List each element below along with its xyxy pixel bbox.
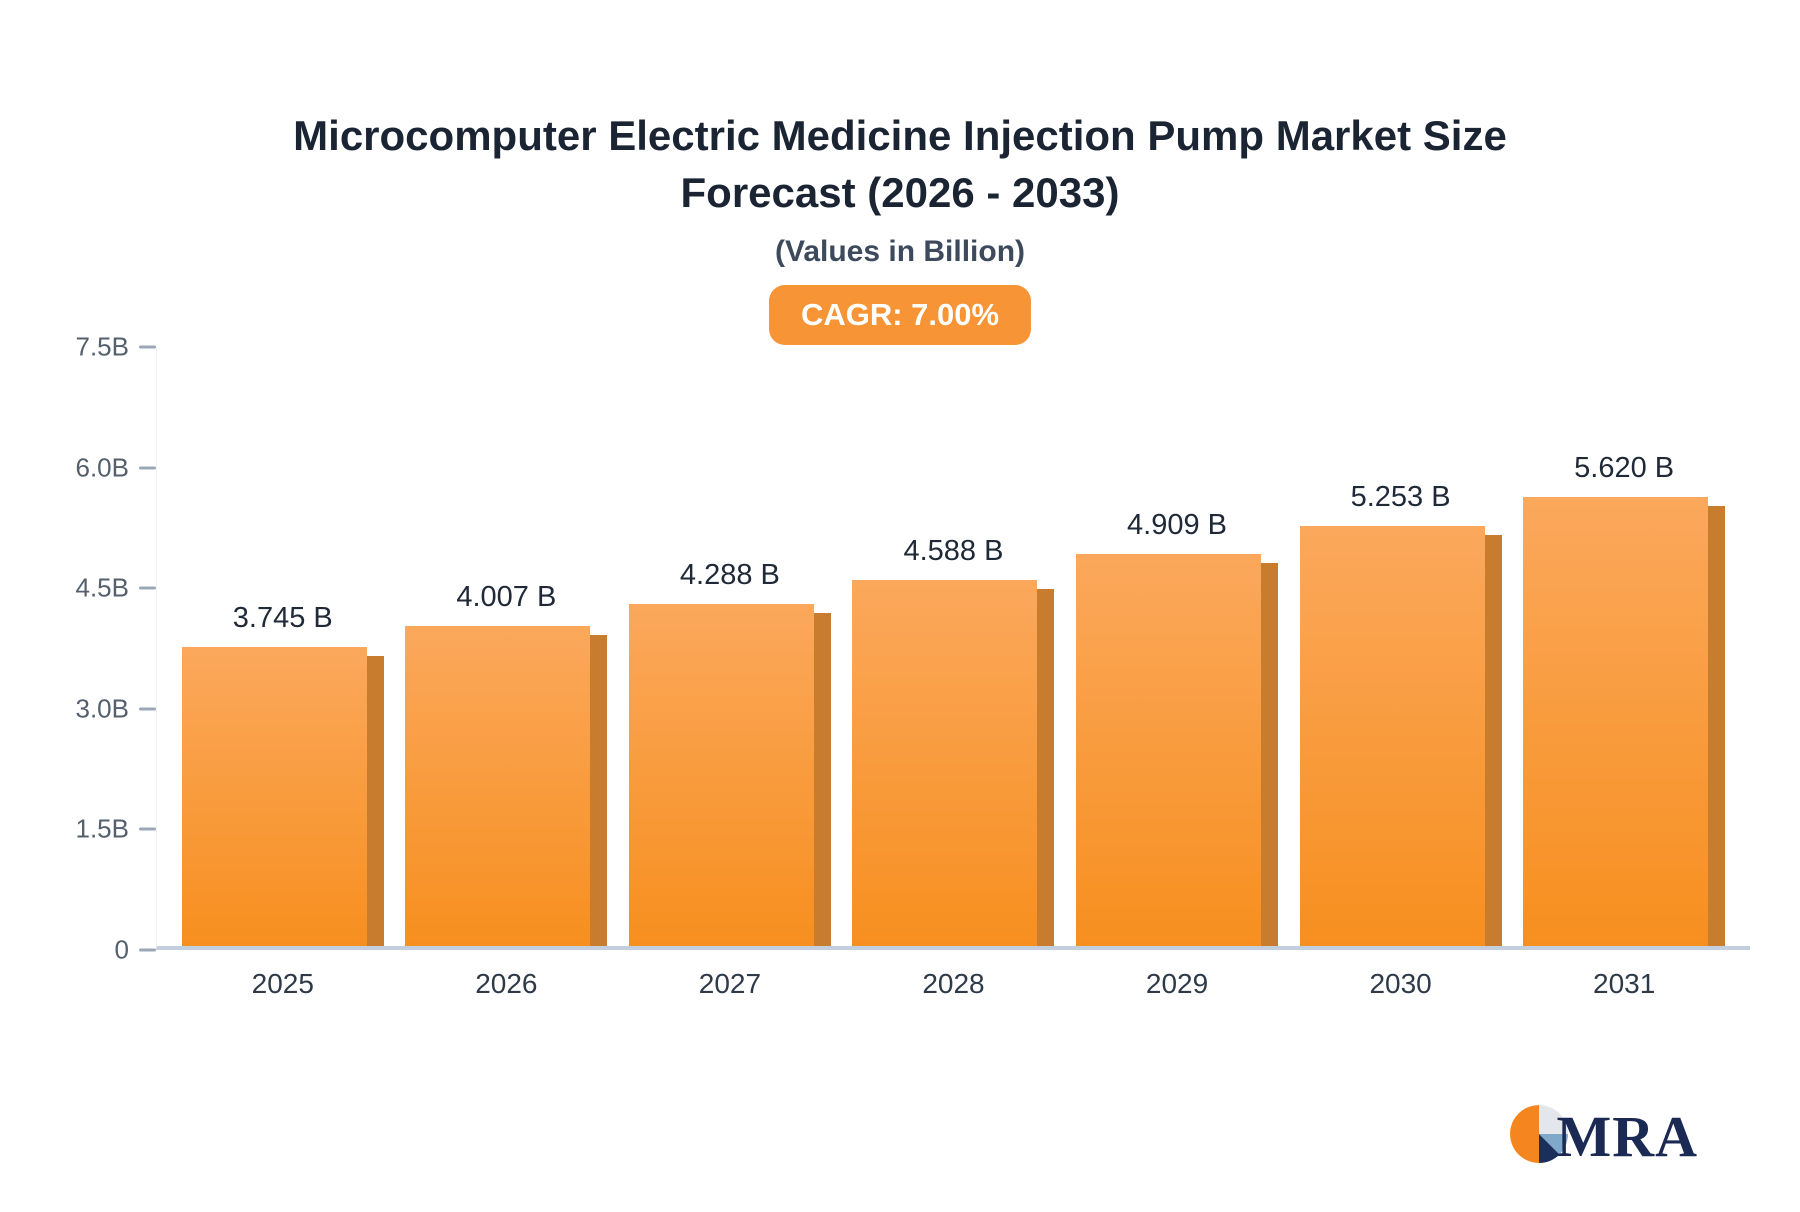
bar-front-face bbox=[181, 646, 367, 946]
bar-slot: 4.007 B 2026 bbox=[405, 347, 608, 999]
mra-logo-icon bbox=[1508, 1103, 1570, 1170]
bar-slot: 5.620 B 2031 bbox=[1523, 347, 1726, 999]
bar-side-face bbox=[1484, 535, 1502, 946]
y-tick-mark bbox=[139, 948, 156, 952]
bar-front-face bbox=[1523, 497, 1709, 946]
x-axis-label: 2031 bbox=[1593, 968, 1656, 999]
bar-2025: 3.745 B bbox=[181, 602, 384, 946]
y-tick-label: 4.5B bbox=[75, 572, 130, 603]
y-tick: 1.5B bbox=[75, 813, 156, 845]
bar-side-face bbox=[1261, 562, 1279, 946]
bar-slot: 4.588 B 2028 bbox=[852, 347, 1055, 999]
x-axis-label: 2025 bbox=[251, 968, 314, 999]
chart-subtitle: (Values in Billion) bbox=[774, 235, 1026, 269]
y-axis: 0 1.5B 3.0B 4.5B 6.0B 7.5B bbox=[38, 332, 156, 965]
bar-value-label: 4.909 B bbox=[1127, 508, 1228, 541]
y-tick: 7.5B bbox=[75, 331, 156, 363]
mra-logo-text: MRA bbox=[1556, 1103, 1698, 1169]
bar-slot: 5.253 B 2030 bbox=[1299, 347, 1502, 999]
bar-slot: 4.909 B 2029 bbox=[1076, 347, 1279, 999]
x-axis-label: 2030 bbox=[1369, 968, 1432, 999]
x-axis-label: 2028 bbox=[922, 968, 985, 999]
x-axis-label: 2026 bbox=[475, 968, 538, 999]
y-tick-label: 7.5B bbox=[75, 331, 130, 362]
chart-title: Microcomputer Electric Medicine Injectio… bbox=[293, 112, 1507, 216]
bar-2027: 4.288 B bbox=[628, 559, 831, 946]
cagr-badge: CAGR: 7.00% bbox=[768, 285, 1032, 346]
bar-chart: 0 1.5B 3.0B 4.5B 6.0B 7.5B 3.745 B 2025 4.007 B… bbox=[38, 332, 1750, 1047]
y-tick: 6.0B bbox=[75, 452, 156, 483]
y-tick: 4.5B bbox=[75, 572, 156, 604]
bar-front-face bbox=[1299, 526, 1485, 946]
bar-front-face bbox=[1076, 553, 1262, 946]
bar-side-face bbox=[590, 634, 608, 946]
bar-slot: 4.288 B 2027 bbox=[628, 347, 831, 999]
bar-side-face bbox=[1708, 506, 1726, 946]
y-tick-mark bbox=[139, 707, 156, 711]
bar-value-label: 4.588 B bbox=[903, 534, 1004, 567]
bar-value-label: 4.288 B bbox=[679, 558, 780, 591]
x-axis-label: 2029 bbox=[1145, 968, 1209, 999]
mra-logo: MRA bbox=[1508, 1103, 1698, 1170]
bar-2029: 4.909 B bbox=[1076, 509, 1279, 946]
chart-header: Microcomputer Electric Medicine Injectio… bbox=[0, 0, 1800, 346]
bar-side-face bbox=[1037, 588, 1055, 946]
bar-value-label: 5.253 B bbox=[1350, 481, 1451, 514]
bar-value-label: 3.745 B bbox=[232, 601, 333, 634]
y-tick: 0 bbox=[115, 935, 156, 966]
bar-value-label: 5.620 B bbox=[1574, 452, 1675, 485]
bar-side-face bbox=[366, 655, 384, 946]
y-tick-mark bbox=[139, 466, 156, 470]
y-tick-label: 3.0B bbox=[75, 693, 130, 724]
y-tick-label: 1.5B bbox=[75, 813, 130, 844]
bar-front-face bbox=[852, 579, 1038, 946]
bar-2030: 5.253 B bbox=[1299, 481, 1502, 946]
bar-value-label: 4.007 B bbox=[456, 580, 557, 613]
bar-2026: 4.007 B bbox=[405, 581, 608, 946]
bar-2028: 4.588 B bbox=[852, 535, 1055, 946]
y-tick-mark bbox=[139, 345, 156, 349]
bar-2031: 5.620 B bbox=[1523, 452, 1726, 946]
y-tick: 3.0B bbox=[75, 693, 156, 724]
y-tick-label: 0 bbox=[114, 934, 129, 965]
y-tick-label: 6.0B bbox=[75, 452, 130, 483]
bar-side-face bbox=[813, 612, 831, 946]
y-tick-mark bbox=[139, 586, 156, 590]
bar-slot: 3.745 B 2025 bbox=[181, 347, 384, 999]
y-tick-mark bbox=[139, 827, 156, 831]
bar-front-face bbox=[628, 603, 814, 946]
x-axis-label: 2027 bbox=[698, 968, 762, 999]
bar-front-face bbox=[405, 625, 591, 946]
plot-area: 3.745 B 2025 4.007 B 2026 4.288 B 2027 4.588 B… bbox=[156, 347, 1750, 999]
